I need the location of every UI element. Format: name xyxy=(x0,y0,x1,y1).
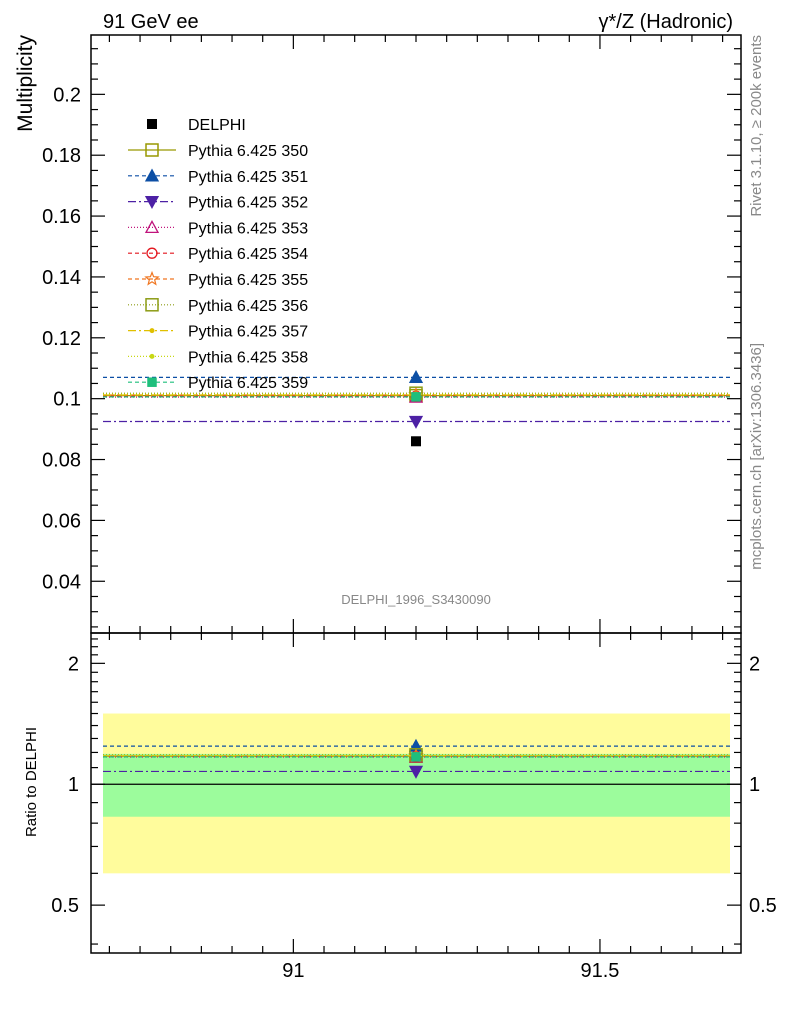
ratio-ytick-label-right: 1 xyxy=(749,774,760,796)
legend-label-7: Pythia 6.425 357 xyxy=(188,324,308,341)
ratio-ytick-label-right: 2 xyxy=(749,653,760,675)
legend-label-9: Pythia 6.425 359 xyxy=(188,375,308,392)
header-right: γ*/Z (Hadronic) xyxy=(599,11,733,33)
main-ytick-label: 0.2 xyxy=(53,84,81,106)
legend-marker-1 xyxy=(144,168,160,182)
legend-marker-6 xyxy=(145,298,159,312)
main-series xyxy=(103,370,730,447)
rivet-label: Rivet 3.1.10, ≥ 200k events xyxy=(748,35,765,217)
legend-label-delphi: DELPHI xyxy=(188,117,246,134)
header-left: 91 GeV ee xyxy=(103,11,199,33)
main-ytick-label: 0.14 xyxy=(42,267,81,289)
main-ytick-label: 0.08 xyxy=(42,450,81,472)
legend-marker-0 xyxy=(145,143,159,157)
legend: DELPHI Pythia 6.425 350 Pythia 6.425 351 Py… xyxy=(128,117,308,392)
legend-label-8: Pythia 6.425 358 xyxy=(188,349,308,366)
main-ytick-label: 0.18 xyxy=(42,145,81,167)
legend-label-0: Pythia 6.425 350 xyxy=(188,143,308,160)
legend-label-6: Pythia 6.425 356 xyxy=(188,298,308,315)
analysis-watermark: DELPHI_1996_S3430090 xyxy=(341,592,491,607)
ratio-ytick-label-left: 0.5 xyxy=(51,895,79,917)
main-ytick-labels: 0.04 0.06 0.08 0.1 0.12 0.14 0.16 0.18 0.2 xyxy=(42,84,81,593)
xtick-label: 91 xyxy=(282,960,304,982)
legend-marker-4 xyxy=(146,247,158,259)
ratio-ylabel: Ratio to DELPHI xyxy=(23,727,40,837)
legend-marker-3 xyxy=(144,220,160,234)
ratio-series xyxy=(103,738,730,779)
xtick-labels: 91 91.5 xyxy=(282,960,619,982)
series-point-1 xyxy=(408,370,424,384)
ratio-point-9 xyxy=(411,752,421,762)
legend-marker-delphi xyxy=(147,119,157,129)
series-point-9 xyxy=(411,392,421,402)
axis-ticks xyxy=(91,35,741,953)
main-ytick-label: 0.06 xyxy=(42,510,81,532)
main-ytick-label: 0.1 xyxy=(53,389,81,411)
ratio-ytick-label-right: 0.5 xyxy=(749,895,777,917)
main-ylabel: Multiplicity xyxy=(14,35,37,132)
legend-marker-5 xyxy=(144,270,160,286)
legend-label-5: Pythia 6.425 355 xyxy=(188,272,308,289)
legend-label-3: Pythia 6.425 353 xyxy=(188,220,308,237)
legend-label-2: Pythia 6.425 352 xyxy=(188,195,308,212)
data-point-delphi xyxy=(411,436,421,447)
main-ytick-label: 0.04 xyxy=(42,571,81,593)
legend-label-1: Pythia 6.425 351 xyxy=(188,169,308,186)
ratio-point-2 xyxy=(408,765,424,779)
series-point-2 xyxy=(408,415,424,429)
ratio-ytick-labels: 0.5 0.5 1 1 2 2 xyxy=(51,653,777,917)
ratio-ytick-label-left: 2 xyxy=(68,653,79,675)
ratio-ytick-label-left: 1 xyxy=(68,774,79,796)
xtick-label: 91.5 xyxy=(580,960,619,982)
legend-marker-7 xyxy=(149,328,155,334)
ratio-bands xyxy=(91,713,741,874)
main-ytick-label: 0.16 xyxy=(42,206,81,228)
main-ytick-label: 0.12 xyxy=(42,328,81,350)
legend-marker-2 xyxy=(144,195,160,209)
mcplots-label: mcplots.cern.ch [arXiv:1306.3436] xyxy=(748,343,765,570)
legend-label-4: Pythia 6.425 354 xyxy=(188,246,308,263)
band-inner xyxy=(103,753,730,817)
legend-marker-8 xyxy=(149,353,155,359)
legend-marker-9 xyxy=(147,377,157,387)
